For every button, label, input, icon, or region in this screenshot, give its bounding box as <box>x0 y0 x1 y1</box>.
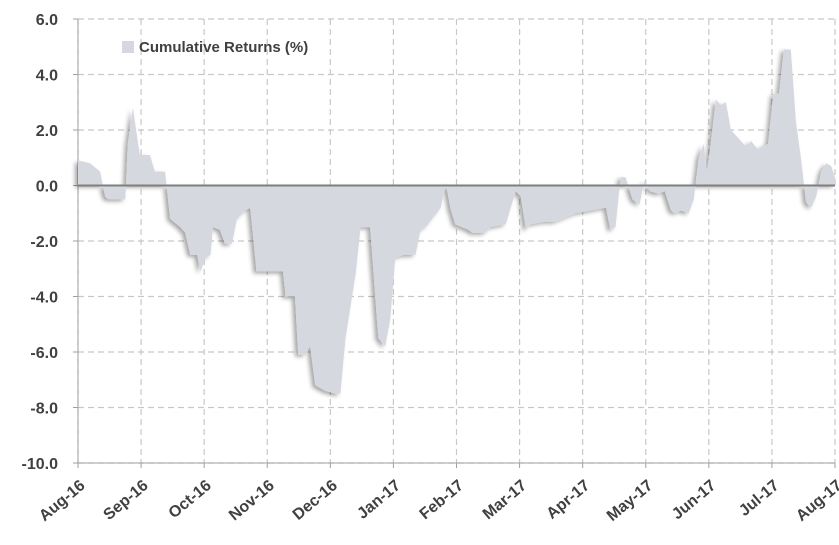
x-tick-label: Nov-16 <box>226 477 278 524</box>
x-tick-label: Feb-17 <box>417 477 468 523</box>
x-tick-label: Mar-17 <box>480 477 531 523</box>
y-tick-label: 2.0 <box>36 123 58 140</box>
x-tick-label: Dec-16 <box>290 477 341 524</box>
y-tick-label: -8.0 <box>30 401 58 418</box>
x-tick-label: Sep-16 <box>101 477 152 524</box>
y-tick-label: 4.0 <box>36 68 58 85</box>
y-tick-label: -10.0 <box>22 456 59 473</box>
legend-swatch <box>122 41 134 53</box>
x-tick-label: Oct-16 <box>166 477 215 522</box>
x-tick-label: Aug-16 <box>36 477 89 525</box>
y-tick-label: 6.0 <box>36 12 58 29</box>
x-tick-label: Jul-17 <box>736 477 782 520</box>
x-tick-label: Aug-17 <box>793 477 839 525</box>
y-tick-label: 0.0 <box>36 179 58 196</box>
y-tick-label: -4.0 <box>30 290 58 307</box>
x-tick-label: Jun-17 <box>669 477 720 523</box>
x-tick-label: Jan-17 <box>354 477 404 523</box>
x-tick-label: May-17 <box>604 477 657 525</box>
x-tick-label: Apr-17 <box>543 477 593 523</box>
area <box>78 49 835 394</box>
y-tick-label: -6.0 <box>30 345 58 362</box>
legend-label: Cumulative Returns (%) <box>139 39 308 56</box>
y-tick-label: -2.0 <box>30 234 58 251</box>
